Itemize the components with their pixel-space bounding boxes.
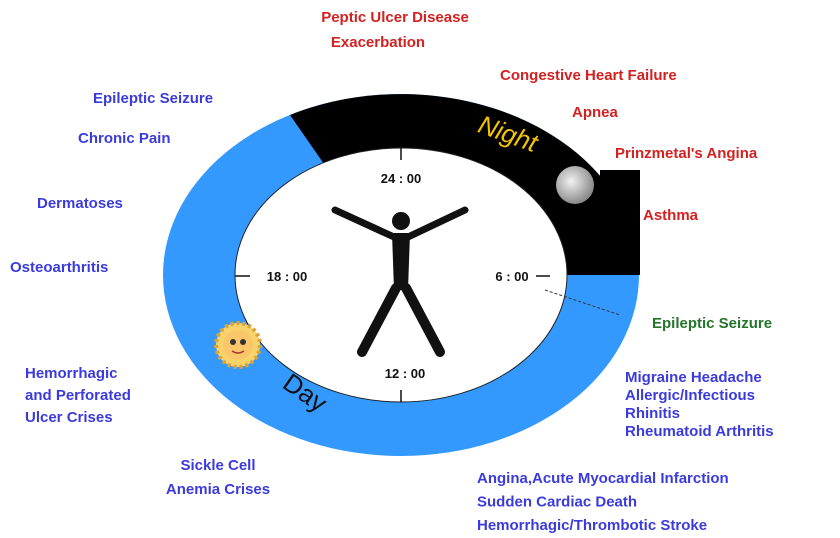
condition-label: Migraine Headache	[625, 369, 762, 386]
condition-label: Chronic Pain	[78, 130, 171, 147]
time-label: 12 : 00	[385, 366, 425, 381]
condition-label: Congestive Heart Failure	[500, 67, 677, 84]
condition-label: Hemorrhagic	[25, 365, 118, 382]
sun	[216, 323, 260, 367]
condition-label: Apnea	[572, 104, 619, 121]
moon	[556, 166, 594, 204]
condition-label: Hemorrhagic/Thrombotic Stroke	[477, 517, 707, 534]
condition-label: Sudden Cardiac Death	[477, 494, 637, 511]
condition-label: Osteoarthritis	[10, 259, 108, 276]
time-label: 18 : 00	[267, 269, 307, 284]
condition-label: Exacerbation	[331, 34, 425, 51]
condition-label: and Perforated	[25, 387, 131, 404]
night-corner	[600, 170, 640, 275]
condition-label: Rheumatoid Arthritis	[625, 423, 774, 440]
condition-label: Sickle Cell	[180, 457, 255, 474]
diagram: 24 : 00 6 : 00 12 : 00 18 : 00 Night Day…	[0, 0, 840, 538]
condition-label: Dermatoses	[37, 195, 123, 212]
condition-label: Prinzmetal's Angina	[615, 145, 758, 162]
time-label: 24 : 00	[381, 171, 421, 186]
condition-label: Rhinitis	[625, 405, 680, 422]
clock-ring: 24 : 00 6 : 00 12 : 00 18 : 00 Night Day	[163, 94, 640, 456]
condition-label: Asthma	[643, 207, 699, 224]
condition-label: Peptic Ulcer Disease	[321, 9, 469, 26]
condition-label: Ulcer Crises	[25, 409, 113, 426]
time-label: 6 : 00	[495, 269, 528, 284]
condition-label: Epileptic Seizure	[652, 315, 772, 332]
condition-label: Angina,Acute Myocardial Infarction	[477, 470, 729, 487]
condition-label: Allergic/Infectious	[625, 387, 755, 404]
condition-label: Epileptic Seizure	[93, 90, 213, 107]
condition-label: Anemia Crises	[166, 481, 270, 498]
